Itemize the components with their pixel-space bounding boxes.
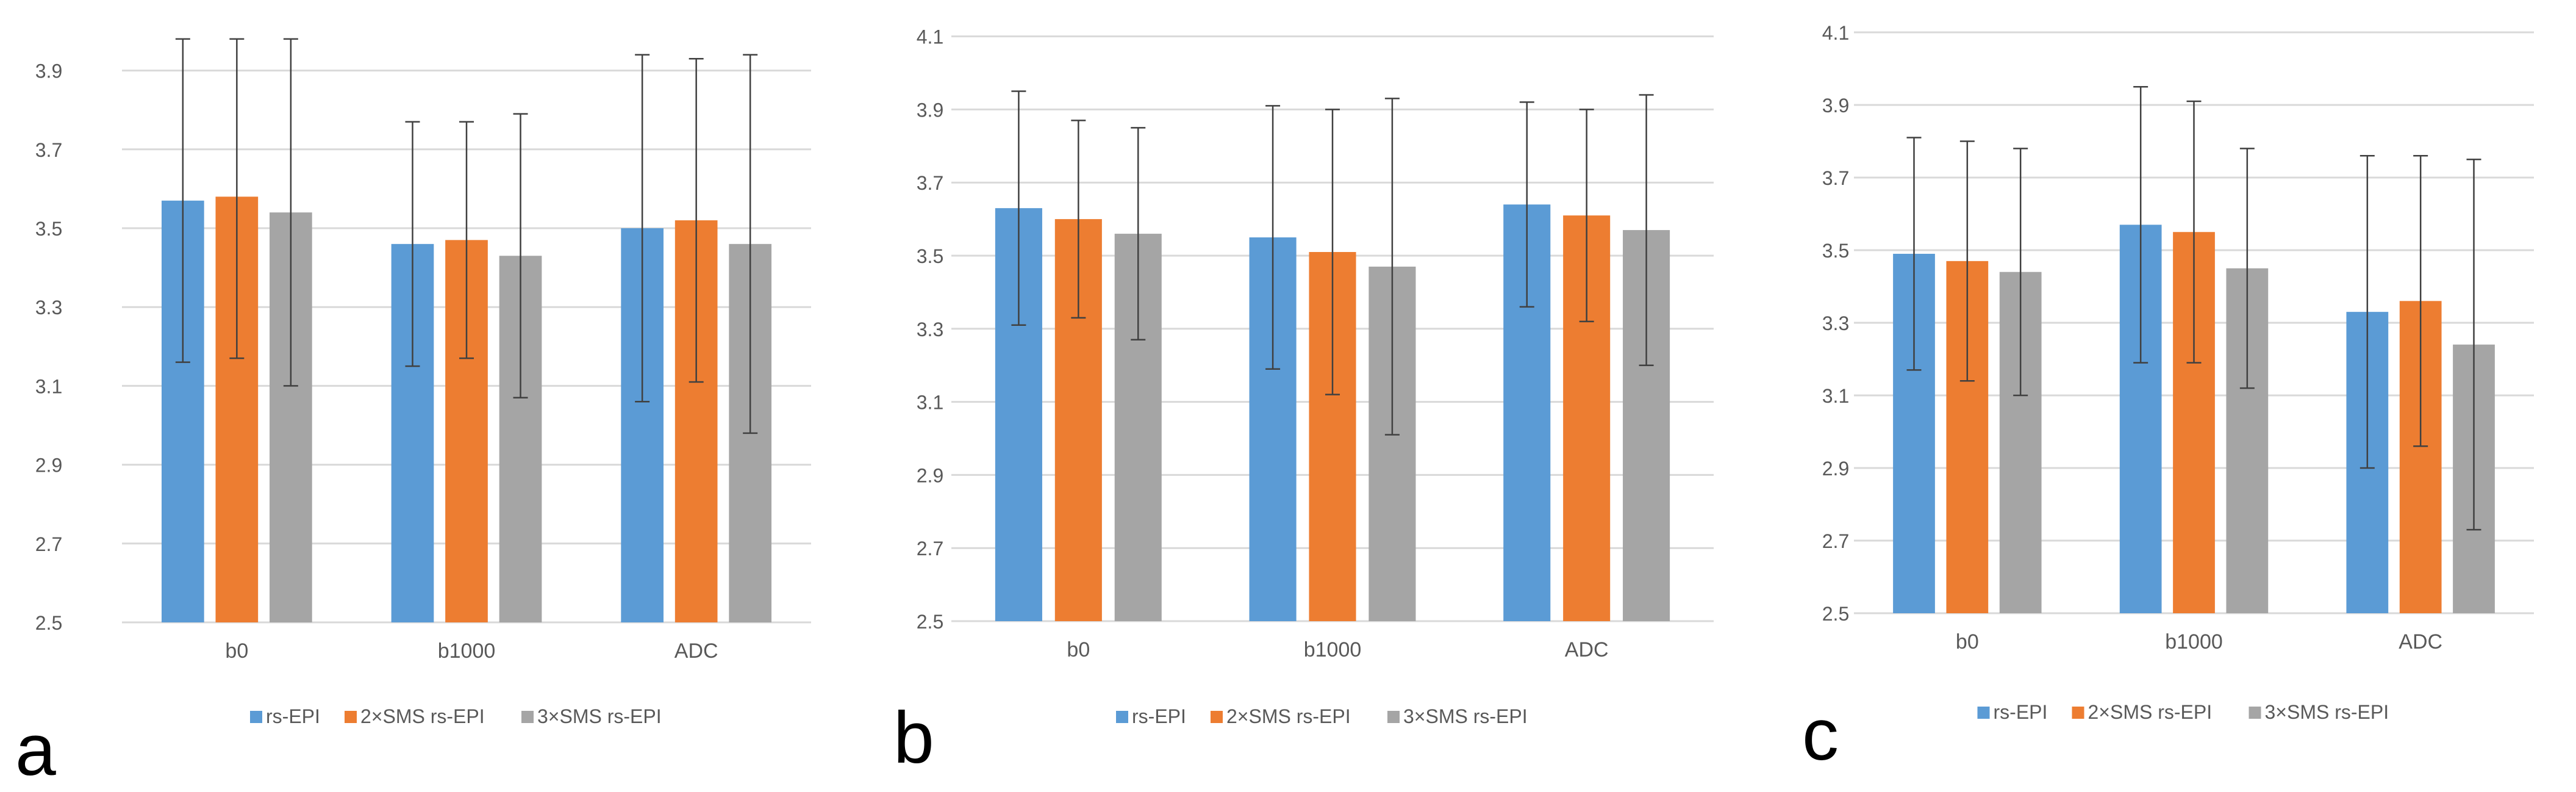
x-tick-label: b0 [1067,638,1090,661]
y-tick-label: 3.1 [917,392,943,414]
legend-label: rs-EPI [266,705,320,727]
legend-swatch [521,711,534,723]
y-tick-label: 4.1 [917,26,943,48]
legend: rs-EPI 2×SMS rs-EPI 3×SMS rs-EPI [250,705,662,727]
legend-swatch [2072,707,2084,719]
y-tick-label: 3.7 [1822,167,1849,189]
panel-label: a [15,709,56,791]
legend-swatch [2249,707,2261,719]
legend-swatch [1977,707,1990,719]
chart-panel-c: 2.5 2.7 2.9 3.1 3.3 3.5 3.7 3.9 4.1 b0 b1000 ADC rs-… [1802,22,2534,776]
legend: rs-EPI 2×SMS rs-EPI 3×SMS rs-EPI [1116,705,1528,727]
legend-swatch [1211,711,1223,723]
x-tick-label: b0 [225,639,248,663]
y-tick-label: 3.9 [1822,95,1849,117]
y-tick-label: 3.9 [917,99,943,121]
y-tick-label: 2.5 [1822,603,1849,625]
chart-panel-b: 2.5 2.7 2.9 3.1 3.3 3.5 3.7 3.9 4.1 b0 b1000 ADC rs-… [893,26,1714,779]
legend-label: 3×SMS rs-EPI [537,705,662,727]
x-tick-label: b1000 [2165,630,2223,653]
legend-label: 2×SMS rs-EPI [1226,705,1351,727]
legend-label: rs-EPI [1994,701,2048,723]
y-tick-label: 4.1 [1822,22,1849,44]
x-tick-label: b1000 [1304,638,1362,661]
legend-swatch [1116,711,1128,723]
y-tick-label: 3.1 [35,375,62,397]
y-tick-label: 2.9 [1822,458,1849,480]
y-tick-label: 3.5 [917,245,943,267]
y-tick-label: 3.9 [35,60,62,82]
legend-label: 3×SMS rs-EPI [1403,705,1528,727]
x-tick-label: b0 [1956,630,1979,653]
y-tick-label: 3.3 [917,319,943,340]
panel-label: c [1802,694,1839,776]
y-tick-label: 3.7 [35,139,62,161]
y-tick-label: 3.7 [917,172,943,194]
y-tick-label: 2.7 [35,533,62,555]
y-tick-label: 2.9 [917,464,943,486]
legend-label: rs-EPI [1132,705,1186,727]
y-tick-label: 2.7 [1822,530,1849,552]
legend-swatch [1387,711,1400,723]
x-tick-label: b1000 [438,639,496,663]
y-tick-label: 3.1 [1822,385,1849,407]
y-tick-label: 2.9 [35,455,62,477]
chart-panel-a: 2.5 2.7 2.9 3.1 3.3 3.5 3.7 3.9 b0 b1000 ADC rs-EPI… [15,38,811,791]
legend-swatch [250,711,262,723]
legend-label: 3×SMS rs-EPI [2265,701,2389,723]
y-tick-label: 3.5 [1822,240,1849,262]
legend: rs-EPI 2×SMS rs-EPI 3×SMS rs-EPI [1977,701,2389,723]
panel-label: b [893,697,934,779]
legend-label: 2×SMS rs-EPI [2088,701,2213,723]
x-tick-label: ADC [1565,638,1609,661]
y-tick-label: 2.7 [917,538,943,560]
y-tick-label: 2.5 [917,611,943,633]
legend-swatch [345,711,357,723]
y-tick-label: 3.5 [35,218,62,240]
legend-label: 2×SMS rs-EPI [360,705,485,727]
x-tick-label: ADC [674,639,718,663]
y-tick-label: 2.5 [35,612,62,634]
y-tick-label: 3.3 [35,297,62,319]
x-tick-label: ADC [2399,630,2442,653]
y-tick-label: 3.3 [1822,312,1849,334]
